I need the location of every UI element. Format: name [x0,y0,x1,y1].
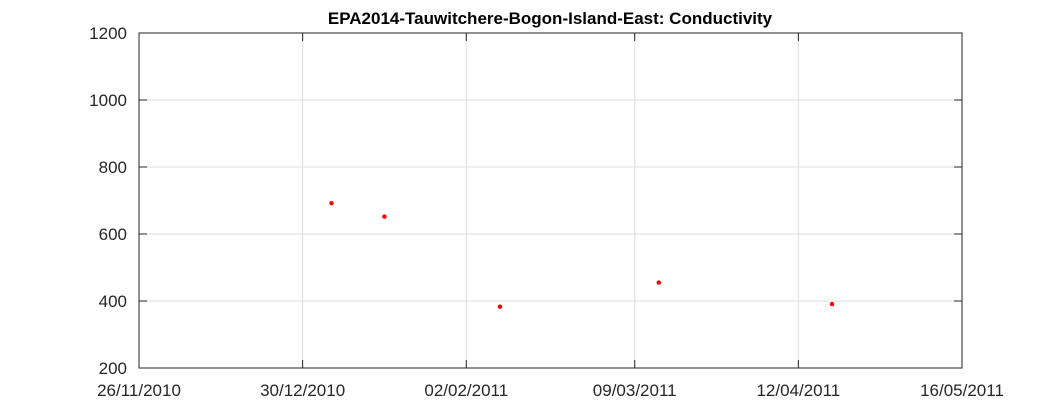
data-point [382,214,387,219]
data-point [329,200,334,206]
x-tick-label: 02/02/2011 [424,381,508,400]
axis-ticks [138,32,963,369]
y-tick-label: 600 [99,225,127,244]
x-tick-label: 12/04/2011 [756,381,840,400]
y-tick-labels: 200 400 600 800 1000 1200 [89,24,127,378]
x-tick-label: 16/05/2011 [920,381,1004,400]
x-tick-label: 30/12/2010 [260,381,345,400]
plot-area [138,32,963,369]
data-point [497,304,503,309]
chart-title: EPA2014-Tauwitchere-Bogon-Island-East: C… [328,9,773,28]
y-tick-label: 1200 [89,24,127,43]
y-tick-label: 1000 [89,91,127,110]
x-tick-labels: 26/11/2010 30/12/2010 02/02/2011 09/03/2011… [97,381,1004,400]
y-tick-label: 800 [99,158,127,177]
y-tick-label: 200 [99,359,127,378]
y-tick-label: 400 [99,292,127,311]
data-points [329,200,835,309]
data-point [829,301,835,307]
data-point [656,280,661,285]
x-tick-label: 26/11/2010 [97,381,181,400]
x-tick-label: 09/03/2011 [593,381,677,400]
